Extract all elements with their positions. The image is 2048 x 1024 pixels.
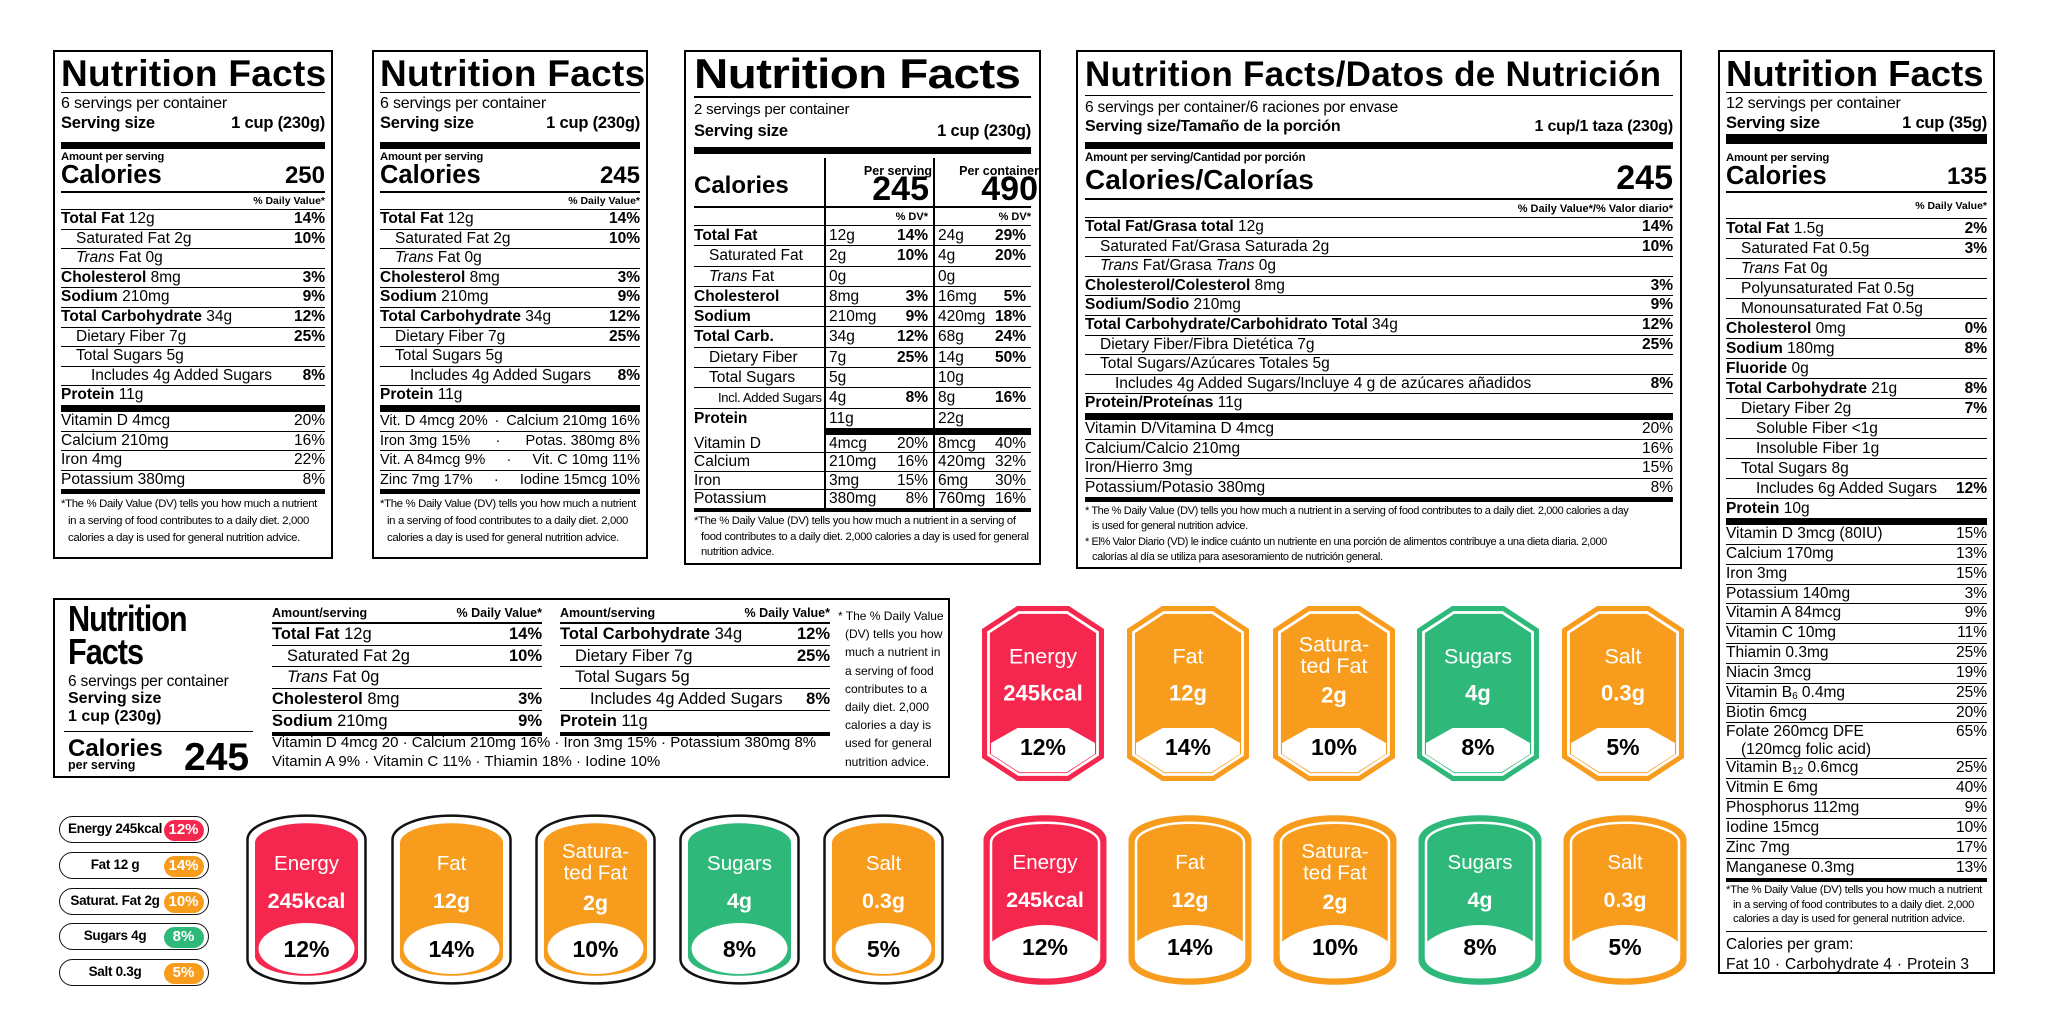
svg-text:12g: 12g xyxy=(1169,681,1207,706)
svg-text:Energy: Energy xyxy=(1013,851,1079,874)
svg-text:Sugars: Sugars xyxy=(1448,851,1513,874)
svg-text:12%: 12% xyxy=(283,936,329,962)
svg-text:Energy: Energy xyxy=(274,852,340,875)
svg-text:8%: 8% xyxy=(1463,934,1496,960)
svg-text:Sugars: Sugars xyxy=(1444,645,1512,669)
svg-text:12g: 12g xyxy=(433,889,470,913)
svg-text:Satura-: Satura- xyxy=(1301,840,1368,863)
svg-text:12%: 12% xyxy=(1022,934,1068,960)
svg-text:8%: 8% xyxy=(722,936,755,962)
svg-text:12%: 12% xyxy=(1020,734,1066,760)
svg-text:Fat: Fat xyxy=(1172,645,1203,669)
svg-text:4g: 4g xyxy=(1465,681,1491,706)
svg-text:14%: 14% xyxy=(428,936,474,962)
svg-text:12g: 12g xyxy=(1171,888,1208,912)
svg-text:8%: 8% xyxy=(1461,734,1494,760)
svg-text:2g: 2g xyxy=(1322,890,1347,914)
svg-text:0.3g: 0.3g xyxy=(1601,681,1645,706)
svg-text:10%: 10% xyxy=(1312,934,1358,960)
svg-text:245kcal: 245kcal xyxy=(268,889,346,913)
svg-text:Salt: Salt xyxy=(865,852,901,875)
svg-text:4g: 4g xyxy=(726,889,751,913)
svg-text:2g: 2g xyxy=(1321,683,1347,708)
svg-text:5%: 5% xyxy=(866,936,899,962)
svg-text:5%: 5% xyxy=(1606,734,1639,760)
svg-text:2g: 2g xyxy=(582,891,607,915)
svg-text:10%: 10% xyxy=(1311,734,1357,760)
svg-text:4g: 4g xyxy=(1467,888,1492,912)
svg-text:ted Fat: ted Fat xyxy=(563,862,627,885)
svg-text:5%: 5% xyxy=(1608,934,1641,960)
svg-text:ted Fat: ted Fat xyxy=(1303,862,1367,885)
svg-text:14%: 14% xyxy=(1167,934,1213,960)
svg-text:Satura-: Satura- xyxy=(561,840,628,863)
svg-text:Sugars: Sugars xyxy=(707,852,772,875)
svg-text:Salt: Salt xyxy=(1607,851,1643,874)
svg-text:10%: 10% xyxy=(572,936,618,962)
svg-text:Fat: Fat xyxy=(1175,851,1205,874)
svg-text:0.3g: 0.3g xyxy=(1603,888,1646,912)
svg-text:245kcal: 245kcal xyxy=(1003,681,1083,706)
svg-text:Salt: Salt xyxy=(1604,645,1641,669)
svg-text:Fat: Fat xyxy=(437,852,467,875)
svg-text:Satura-: Satura- xyxy=(1299,633,1370,657)
svg-text:0.3g: 0.3g xyxy=(861,889,904,913)
svg-text:245kcal: 245kcal xyxy=(1006,888,1084,912)
svg-text:ted Fat: ted Fat xyxy=(1301,654,1368,678)
svg-text:Energy: Energy xyxy=(1009,645,1077,669)
svg-text:14%: 14% xyxy=(1165,734,1211,760)
